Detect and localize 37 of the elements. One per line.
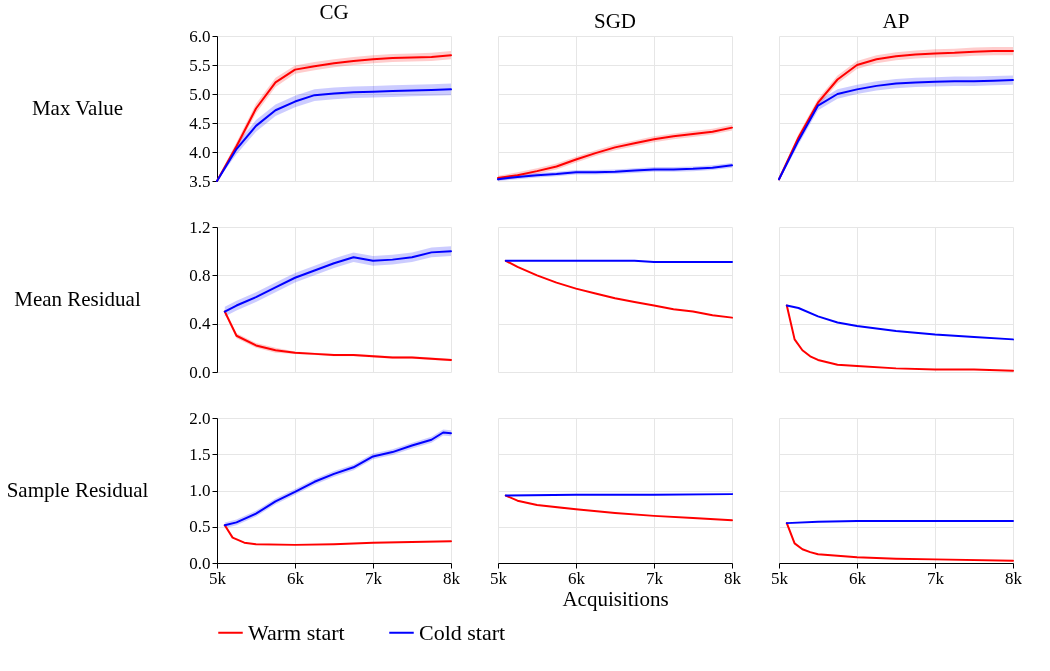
x-tick-label: 8k	[443, 568, 461, 588]
y-tick-label: 3.5	[189, 171, 211, 191]
chart-title: AP	[882, 9, 910, 33]
x-tick-label: 6k	[287, 568, 305, 588]
x-tick-label: 5k	[771, 568, 789, 588]
y-tick-label: 0.8	[189, 265, 211, 285]
y-tick-label: 2.0	[189, 408, 211, 428]
y-tick-label: 0.5	[189, 517, 211, 537]
x-tick-label: 7k	[646, 568, 664, 588]
y-tick-label: 4.5	[189, 113, 211, 133]
legend-label: Cold start	[419, 619, 506, 645]
chart-title: CG	[319, 0, 349, 24]
y-tick-label: 0.0	[189, 553, 211, 573]
x-tick-label: 8k	[1005, 568, 1023, 588]
y-tick-label: 5.0	[189, 84, 211, 104]
x-tick-label: 5k	[209, 568, 227, 588]
x-tick-label: 6k	[849, 568, 867, 588]
y-axis-title: Max Value	[31, 96, 124, 120]
y-tick-label: 1.5	[189, 444, 211, 464]
x-tick-label: 8k	[724, 568, 742, 588]
y-tick-label: 0.0	[189, 362, 211, 382]
y-tick-label: 4.0	[189, 142, 211, 162]
y-tick-label: 0.4	[189, 314, 211, 334]
y-axis-title: Sample Residual	[6, 478, 149, 502]
chart-title: SGD	[593, 9, 637, 33]
x-axis-title: Acquisitions	[562, 586, 669, 611]
x-tick-label: 5k	[490, 568, 508, 588]
legend-label: Warm start	[248, 619, 345, 645]
x-tick-label: 7k	[927, 568, 945, 588]
y-tick-label: 5.5	[189, 55, 211, 75]
x-tick-label: 6k	[568, 568, 586, 588]
y-axis-title: Mean Residual	[14, 287, 141, 311]
x-tick-label: 7k	[365, 568, 383, 588]
y-tick-label: 1.2	[189, 217, 211, 237]
y-tick-label: 6.0	[189, 26, 211, 46]
y-tick-label: 1.0	[189, 481, 211, 500]
line-series	[223, 524, 452, 546]
